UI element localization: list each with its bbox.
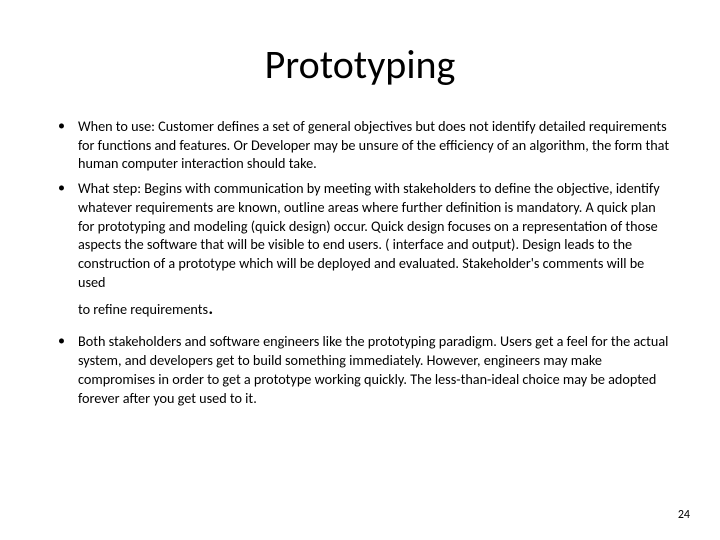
bullet-item: What step: Begins with communication by …: [50, 179, 670, 291]
refine-text: to refine requirements: [78, 300, 208, 318]
refine-line: to refine requirements.: [50, 300, 670, 319]
bullet-item: When to use: Customer defines a set of g…: [50, 117, 670, 173]
period-large: .: [208, 293, 214, 320]
page-number: 24: [678, 508, 690, 522]
slide-title: Prototyping: [50, 40, 670, 89]
slide: Prototyping When to use: Customer define…: [0, 0, 720, 540]
bullet-item: Both stakeholders and software engineers…: [50, 332, 670, 407]
bullet-list-2: Both stakeholders and software engineers…: [50, 332, 670, 407]
bullet-list: When to use: Customer defines a set of g…: [50, 117, 670, 292]
